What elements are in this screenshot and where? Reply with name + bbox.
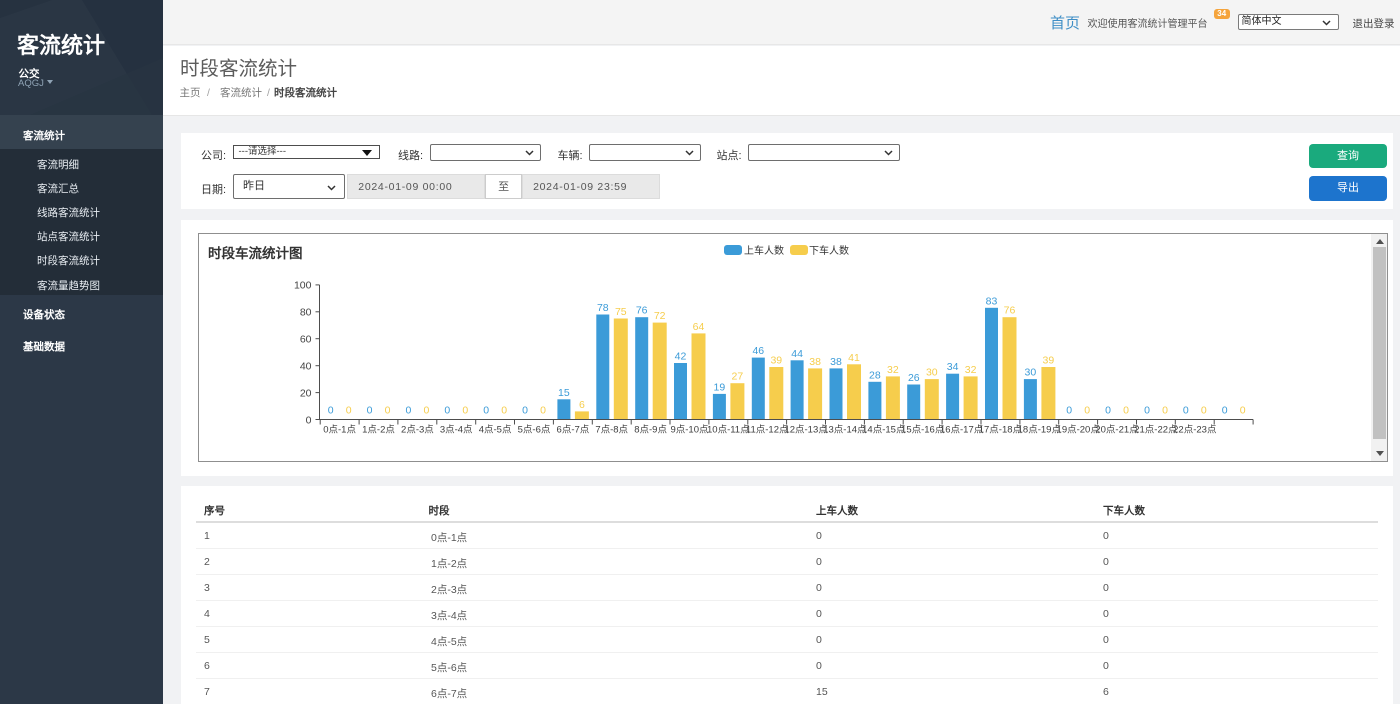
svg-text:20: 20: [299, 387, 311, 399]
svg-text:0: 0: [522, 405, 528, 417]
svg-text:0: 0: [384, 405, 390, 417]
svg-text:0: 0: [345, 405, 351, 417]
svg-text:39: 39: [770, 355, 782, 367]
svg-text:78: 78: [596, 302, 608, 314]
svg-text:2点-3点: 2点-3点: [401, 425, 434, 436]
svg-text:39: 39: [1042, 355, 1054, 367]
svg-text:22点-23点: 22点-23点: [1173, 425, 1217, 436]
svg-text:38: 38: [809, 356, 821, 368]
svg-text:27: 27: [731, 371, 743, 383]
svg-text:0: 0: [1123, 405, 1129, 417]
svg-text:41: 41: [848, 352, 860, 364]
svg-text:0: 0: [1144, 405, 1150, 417]
svg-text:11点-12点: 11点-12点: [745, 425, 788, 436]
svg-text:34: 34: [946, 361, 958, 373]
svg-text:19点-20点: 19点-20点: [1056, 425, 1100, 436]
svg-text:16点-17点: 16点-17点: [939, 425, 983, 436]
svg-text:64: 64: [692, 321, 704, 333]
svg-text:0: 0: [1105, 405, 1111, 417]
svg-text:100: 100: [293, 280, 311, 292]
svg-text:0: 0: [405, 405, 411, 417]
svg-text:1点-2点: 1点-2点: [362, 425, 395, 436]
svg-text:0: 0: [1182, 405, 1188, 417]
svg-text:0: 0: [305, 414, 311, 426]
svg-text:40: 40: [299, 361, 311, 373]
svg-text:5点-6点: 5点-6点: [517, 425, 550, 436]
svg-text:0: 0: [483, 405, 489, 417]
svg-text:0: 0: [444, 405, 450, 417]
svg-text:8点-9点: 8点-9点: [634, 425, 667, 436]
svg-text:0: 0: [1084, 405, 1090, 417]
svg-text:15: 15: [558, 387, 570, 399]
svg-text:12点-13点: 12点-13点: [784, 425, 828, 436]
svg-text:75: 75: [614, 306, 626, 318]
svg-text:26: 26: [907, 372, 919, 384]
svg-text:3点-4点: 3点-4点: [439, 425, 472, 436]
svg-text:0: 0: [1221, 405, 1227, 417]
svg-text:30: 30: [925, 367, 937, 379]
svg-text:19: 19: [713, 381, 725, 393]
svg-text:0: 0: [423, 405, 429, 417]
svg-text:44: 44: [791, 348, 803, 360]
svg-text:0点-1点: 0点-1点: [323, 425, 356, 436]
svg-text:46: 46: [752, 345, 764, 357]
svg-text:4点-5点: 4点-5点: [478, 425, 511, 436]
svg-text:7点-8点: 7点-8点: [595, 425, 628, 436]
svg-text:6点-7点: 6点-7点: [556, 425, 589, 436]
svg-text:32: 32: [887, 364, 899, 376]
svg-text:0: 0: [501, 405, 507, 417]
svg-text:14点-15点: 14点-15点: [862, 425, 906, 436]
svg-text:0: 0: [1239, 405, 1245, 417]
svg-text:10点-11点: 10点-11点: [707, 425, 750, 436]
svg-text:42: 42: [674, 351, 686, 363]
svg-text:60: 60: [299, 334, 311, 346]
svg-text:30: 30: [1024, 367, 1036, 379]
svg-text:20点-21点: 20点-21点: [1095, 425, 1139, 436]
svg-text:0: 0: [462, 405, 468, 417]
svg-text:28: 28: [869, 369, 881, 381]
svg-text:6: 6: [578, 399, 584, 411]
svg-text:72: 72: [653, 310, 665, 322]
svg-text:83: 83: [985, 295, 997, 307]
svg-text:15点-16点: 15点-16点: [901, 425, 945, 436]
svg-text:17点-18点: 17点-18点: [978, 425, 1022, 436]
svg-text:0: 0: [540, 405, 546, 417]
svg-text:18点-19点: 18点-19点: [1017, 425, 1061, 436]
svg-text:9点-10点: 9点-10点: [670, 425, 709, 436]
svg-text:0: 0: [1162, 405, 1168, 417]
svg-text:0: 0: [366, 405, 372, 417]
svg-text:0: 0: [1200, 405, 1206, 417]
svg-text:76: 76: [1003, 305, 1015, 317]
svg-text:32: 32: [964, 364, 976, 376]
svg-text:0: 0: [1066, 405, 1072, 417]
svg-text:13点-14点: 13点-14点: [823, 425, 867, 436]
svg-text:80: 80: [299, 307, 311, 319]
svg-text:0: 0: [327, 405, 333, 417]
svg-text:38: 38: [830, 356, 842, 368]
svg-text:76: 76: [635, 305, 647, 317]
svg-text:21点-22点: 21点-22点: [1134, 425, 1178, 436]
